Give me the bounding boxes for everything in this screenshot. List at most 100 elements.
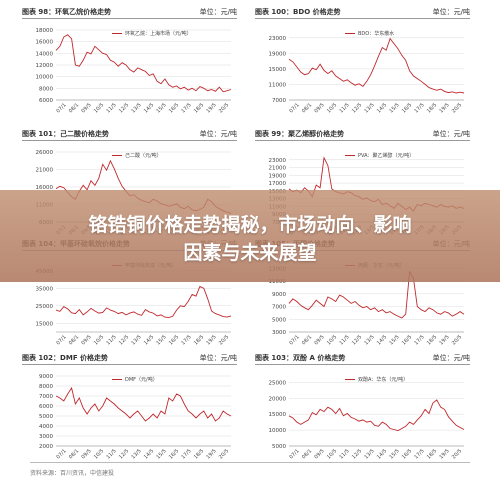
line-chart: 6000 8000 10000 12000 14000 16000 18000 07/1 08/… bbox=[36, 28, 232, 114]
x-tick-label: 19/5 bbox=[438, 448, 450, 460]
y-tick-label: 23000 bbox=[269, 158, 287, 164]
y-tick-label: 26000 bbox=[36, 150, 54, 156]
chart-title: 图表 102：DMF 价格走势 bbox=[22, 354, 109, 362]
line-chart: 7000 11000 15000 19000 23000 07/1 08/1 09/5 10/5… bbox=[269, 30, 465, 114]
x-tick-label: 18/5 bbox=[426, 102, 438, 114]
x-tick-label: 15/5 bbox=[388, 102, 400, 114]
series-line bbox=[55, 34, 232, 93]
y-tick-label: 3000 bbox=[39, 434, 53, 440]
x-tick-label: 12/5 bbox=[118, 334, 130, 346]
y-tick-label: 23000 bbox=[269, 36, 287, 42]
x-tick-label: 11/5 bbox=[105, 334, 117, 346]
series-line bbox=[55, 285, 232, 319]
chart-title: 图表 99：聚乙烯醇价格走势 bbox=[255, 130, 345, 138]
x-tick-label: 15/5 bbox=[155, 102, 167, 114]
x-tick-label: 19/5 bbox=[205, 102, 217, 114]
x-tick-label: 12/5 bbox=[351, 102, 363, 114]
x-tick-label: 16/5 bbox=[401, 334, 413, 346]
x-tick-label: 09/5 bbox=[313, 102, 325, 114]
x-tick-label: 20/5 bbox=[218, 334, 230, 346]
x-tick-label: 18/5 bbox=[193, 448, 205, 460]
x-tick-label: 14/5 bbox=[376, 448, 388, 460]
series-line bbox=[288, 270, 465, 319]
x-tick-label: 19/5 bbox=[438, 334, 450, 346]
x-tick-label: 16/5 bbox=[168, 448, 180, 460]
y-tick-label: 14000 bbox=[36, 51, 54, 57]
headline-line-1: 铬锆铜价格走势揭秘，市场动向、影响 bbox=[88, 214, 412, 236]
x-tick-label: 20/5 bbox=[451, 102, 463, 114]
footer-rule bbox=[30, 462, 470, 463]
x-tick-label: 10/5 bbox=[326, 102, 338, 114]
chart-unit: 单位：元/吨 bbox=[199, 130, 237, 138]
x-tick-label: 13/5 bbox=[363, 334, 375, 346]
y-tick-label: 10000 bbox=[36, 75, 54, 81]
x-tick-label: 07/1 bbox=[288, 448, 300, 460]
x-tick-label: 11/5 bbox=[338, 334, 350, 346]
x-tick-label: 10/5 bbox=[93, 448, 105, 460]
x-tick-label: 14/5 bbox=[143, 102, 155, 114]
x-tick-label: 15/5 bbox=[388, 448, 400, 460]
y-tick-label: 11000 bbox=[269, 82, 287, 88]
y-tick-label: 7000 bbox=[272, 98, 286, 104]
y-tick-label: 21000 bbox=[36, 168, 54, 174]
x-tick-label: 16/5 bbox=[401, 448, 413, 460]
legend-label: 环氧乙烷：上海市场（元/吨） bbox=[125, 30, 192, 37]
x-tick-label: 18/5 bbox=[193, 102, 205, 114]
x-tick-label: 18/5 bbox=[193, 334, 205, 346]
y-tick-label: 5000 bbox=[272, 444, 286, 450]
x-tick-label: 20/5 bbox=[451, 334, 463, 346]
x-tick-label: 13/5 bbox=[363, 448, 375, 460]
x-tick-label: 11/5 bbox=[338, 448, 350, 460]
y-tick-label: 25000 bbox=[269, 380, 287, 386]
headline-line-2: 因素与未来展望 bbox=[183, 242, 317, 264]
chart-header: 图表 100：BDO 价格走势 单位：元/吨 bbox=[255, 6, 470, 19]
y-tick-label: 16000 bbox=[36, 40, 54, 46]
x-tick-label: 18/5 bbox=[426, 448, 438, 460]
series-line bbox=[288, 399, 465, 432]
y-tick-label: 15000 bbox=[269, 412, 287, 418]
chart-unit: 单位：元/吨 bbox=[432, 354, 470, 362]
x-tick-label: 08/1 bbox=[68, 102, 80, 114]
x-tick-label: 09/5 bbox=[80, 102, 92, 114]
chart-header: 图表 101：己二酸价格走势 单位：元/吨 bbox=[22, 128, 237, 141]
x-tick-label: 09/5 bbox=[313, 448, 325, 460]
x-tick-label: 17/5 bbox=[180, 448, 192, 460]
y-tick-label: 35000 bbox=[36, 286, 54, 292]
y-tick-label: 5000 bbox=[39, 414, 53, 420]
chart-header: 图表 99：聚乙烯醇价格走势 单位：元/吨 bbox=[255, 128, 470, 141]
chart-unit: 单位：元/吨 bbox=[199, 354, 237, 362]
y-tick-label: 19000 bbox=[269, 173, 287, 179]
x-tick-label: 19/5 bbox=[205, 334, 217, 346]
x-tick-label: 20/5 bbox=[218, 448, 230, 460]
x-tick-label: 11/5 bbox=[105, 448, 117, 460]
y-tick-label: 8000 bbox=[39, 384, 53, 390]
chart-header: 图表 103：双酚 A 价格走势 单位：元/吨 bbox=[255, 352, 470, 365]
y-tick-label: 7000 bbox=[272, 305, 286, 311]
footer-source: 资料来源：百川资讯，中信建投 bbox=[30, 470, 115, 477]
chart-unit: 单位：元/吨 bbox=[432, 8, 470, 16]
y-tick-label: 18000 bbox=[36, 28, 54, 34]
x-tick-label: 09/5 bbox=[80, 448, 92, 460]
x-tick-label: 17/5 bbox=[180, 102, 192, 114]
chart-title: 图表 101：己二酸价格走势 bbox=[22, 130, 110, 138]
y-tick-label: 11000 bbox=[269, 279, 287, 285]
line-chart: 2000 3000 4000 5000 6000 7000 8000 9000 07/1 08/1… bbox=[39, 374, 232, 460]
x-tick-label: 12/5 bbox=[351, 334, 363, 346]
x-tick-label: 12/5 bbox=[118, 102, 130, 114]
x-tick-label: 08/1 bbox=[68, 334, 80, 346]
x-tick-label: 07/1 bbox=[55, 102, 67, 114]
x-tick-label: 12/5 bbox=[118, 448, 130, 460]
x-tick-label: 17/5 bbox=[413, 334, 425, 346]
chart-title: 图表 98：环氧乙烷价格走势 bbox=[22, 8, 112, 16]
x-tick-label: 18/5 bbox=[426, 334, 438, 346]
x-tick-label: 17/5 bbox=[413, 448, 425, 460]
series-line bbox=[55, 386, 232, 422]
y-tick-label: 12000 bbox=[36, 63, 54, 69]
series-line bbox=[288, 37, 465, 94]
line-chart: 5000 10000 15000 20000 25000 07/1 08/1 09/5 10/5… bbox=[269, 376, 465, 460]
x-tick-label: 14/5 bbox=[143, 448, 155, 460]
x-tick-label: 08/1 bbox=[301, 448, 313, 460]
x-tick-label: 08/1 bbox=[301, 102, 313, 114]
y-tick-label: 5000 bbox=[272, 317, 286, 323]
y-tick-label: 2000 bbox=[39, 444, 53, 450]
